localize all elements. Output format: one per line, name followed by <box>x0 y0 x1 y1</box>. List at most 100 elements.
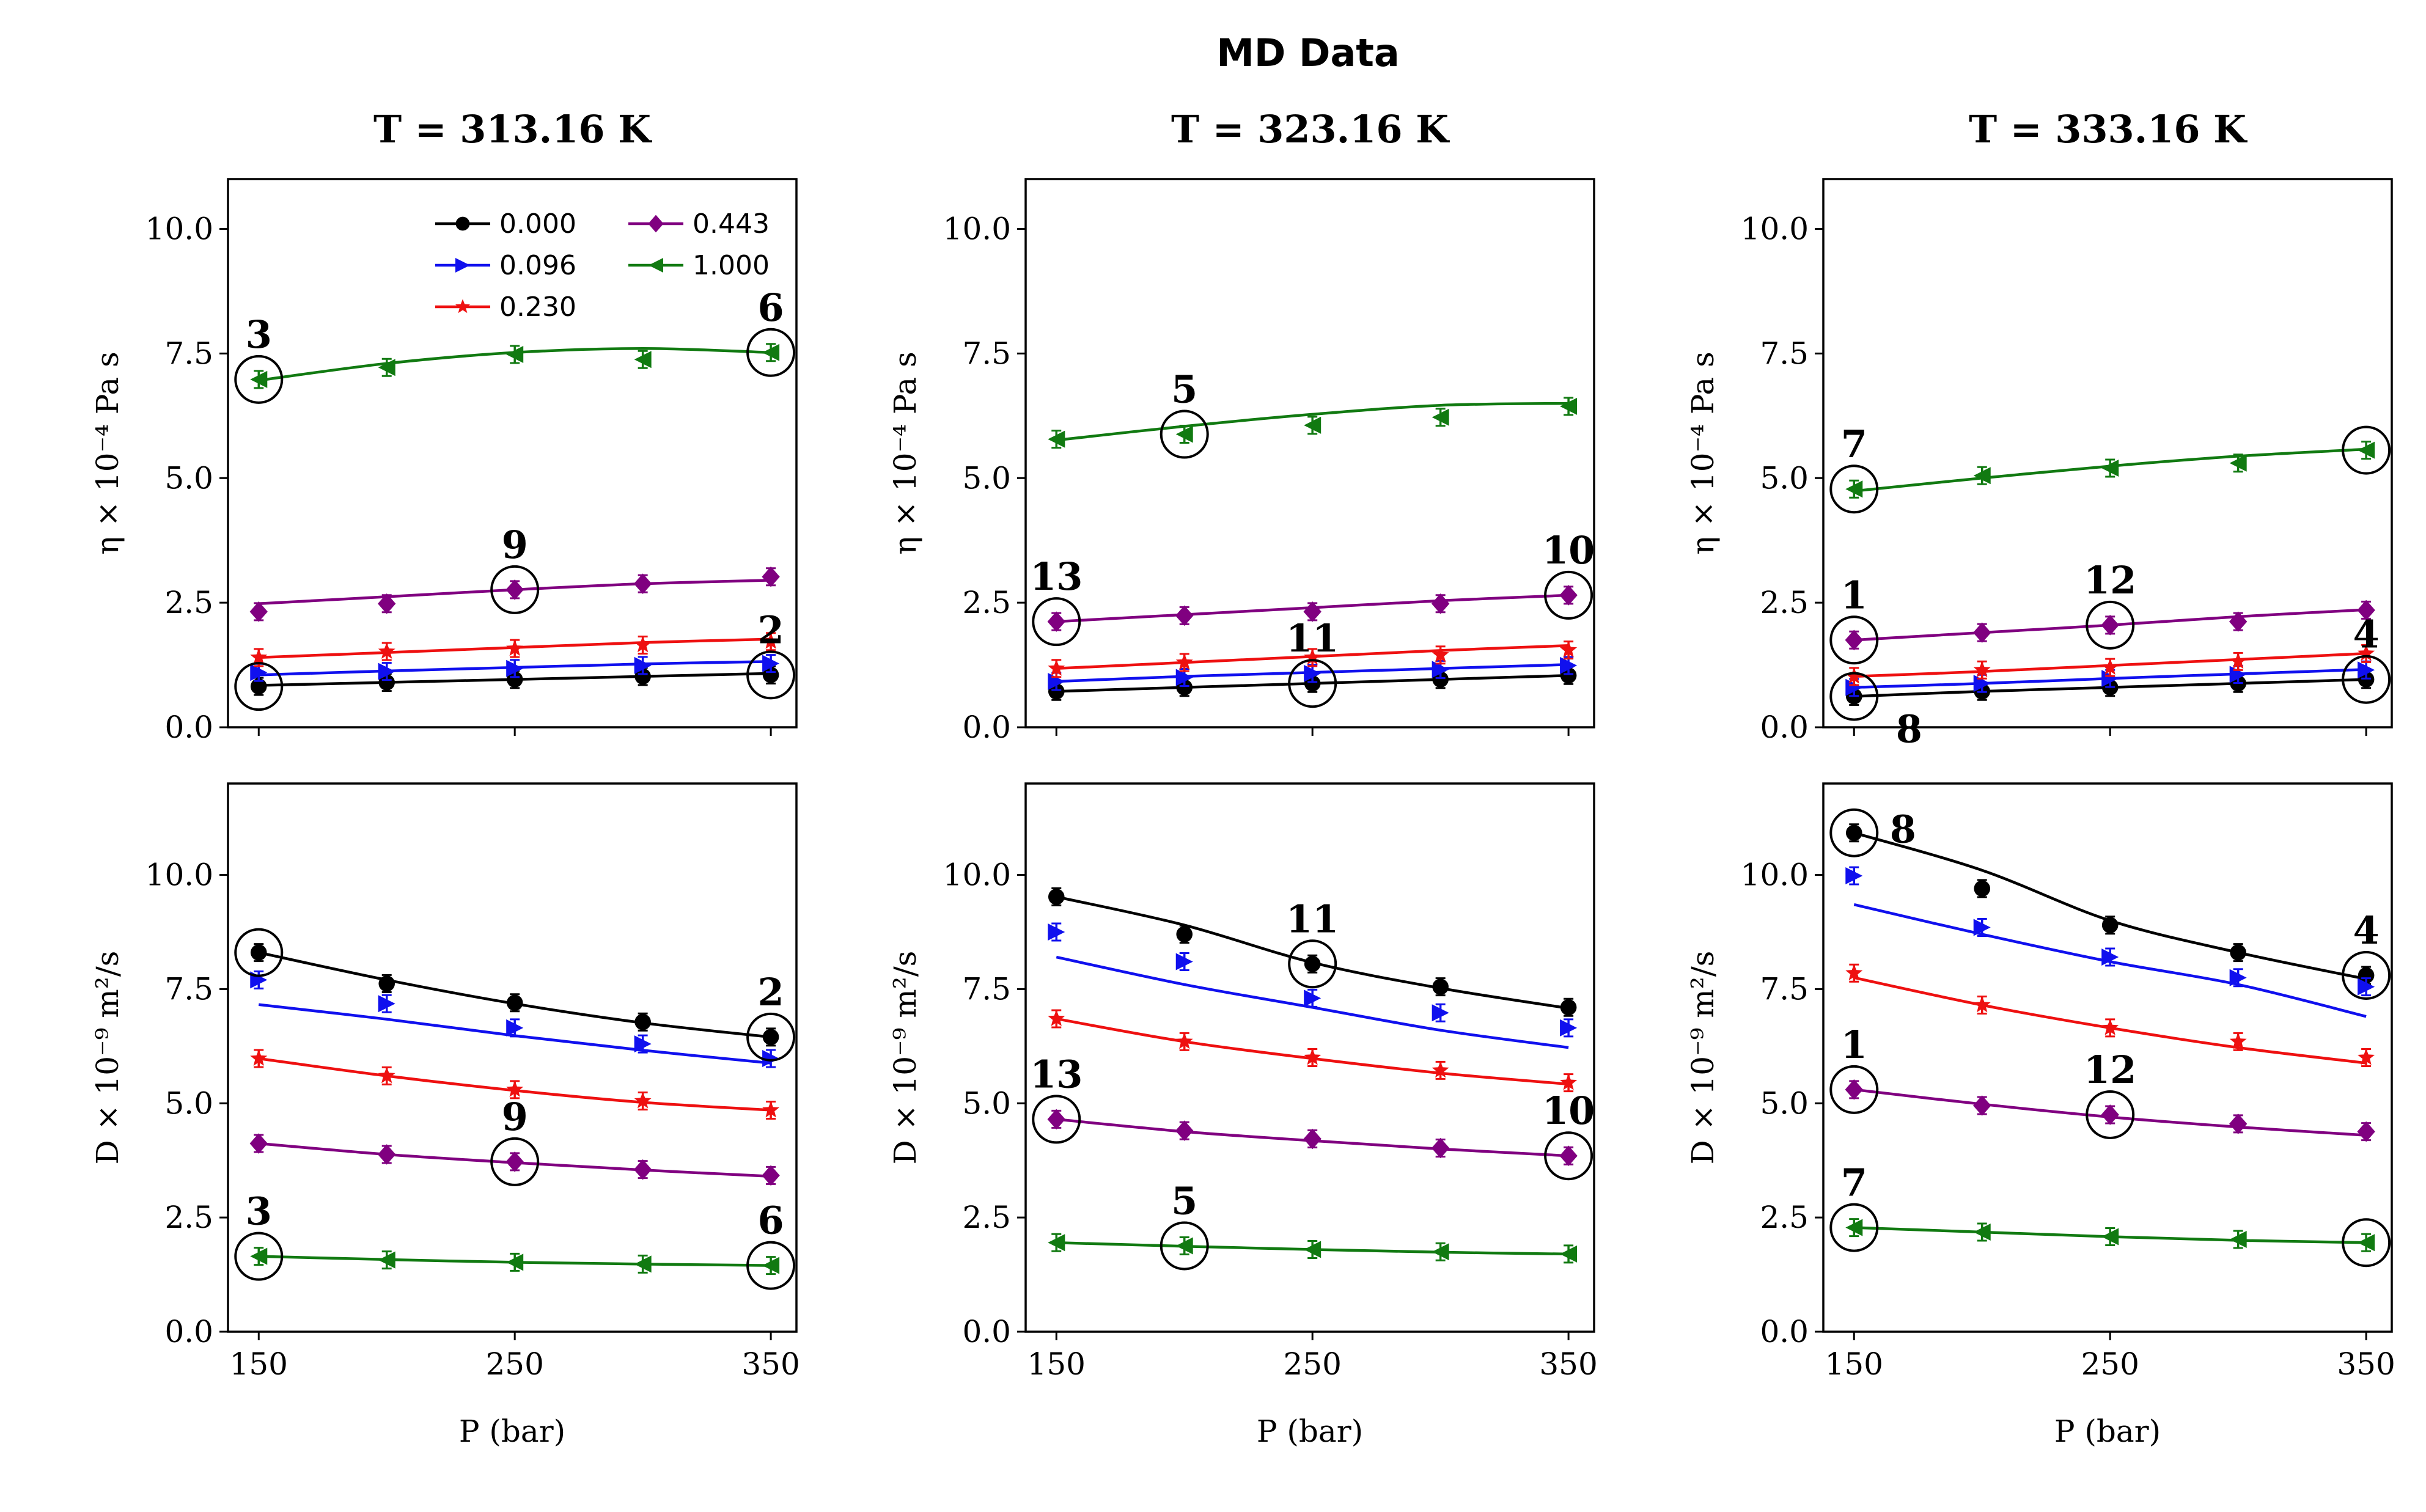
data-point <box>506 346 524 364</box>
data-point <box>2357 1121 2375 1142</box>
data-point <box>1973 467 1991 485</box>
highlight-circle <box>2086 600 2135 650</box>
y-tick-label: 5.0 <box>164 1085 213 1121</box>
highlight-circle <box>2342 655 2391 704</box>
annotation-label: 8 <box>1890 807 1916 852</box>
panel-d-333: 0.0 2.5 5.0 7.5 10.0 150 250 350 D × 10⁻⁹ m²/s P … <box>1685 782 2395 1449</box>
annotation-label: 6 <box>758 1198 784 1243</box>
highlight-circle <box>234 1231 284 1281</box>
series-0-443 <box>249 566 780 622</box>
data-point <box>378 1066 395 1084</box>
data-point <box>378 662 395 680</box>
data-point <box>1560 640 1578 658</box>
series-1-000 <box>1048 1233 1578 1264</box>
panel-eta-333: 0.0 2.5 5.0 7.5 10.0 η × 10⁻⁴ Pa s T = 333.16 … <box>1685 107 2393 751</box>
x-axis-label: P (bar) <box>1257 1414 1363 1449</box>
highlight-circle <box>1160 1221 1209 1271</box>
data-point <box>1047 611 1065 632</box>
data-point <box>2358 1234 2375 1252</box>
panels: 0.02.55.07.510.0η × 10⁻⁴ Pa sT = 313.16 … <box>90 107 2395 1449</box>
y-tick-label: 10.0 <box>1741 857 1809 893</box>
annotation-label: 3 <box>246 1189 272 1234</box>
data-point <box>1560 1019 1578 1037</box>
series-0-443 <box>1845 1079 2375 1142</box>
y-tick-label: 5.0 <box>962 460 1011 496</box>
series-0-000 <box>1048 887 1577 1017</box>
highlight-circle <box>746 1012 796 1062</box>
highlight-circle <box>1288 659 1337 708</box>
data-point <box>1304 1048 1321 1065</box>
highlight-circle <box>2342 1218 2391 1268</box>
data-point <box>2358 1048 2375 1065</box>
annotation-label: 13 <box>1030 1052 1083 1096</box>
data-point <box>1559 1145 1578 1167</box>
data-point <box>762 1029 779 1046</box>
annotation-label: 7 <box>1841 1161 1867 1205</box>
data-point <box>2229 652 2247 669</box>
y-tick-label: 2.5 <box>164 1200 213 1235</box>
x-tick-label: 150 <box>1825 1346 1883 1382</box>
data-point <box>1560 999 1577 1016</box>
y-tick-label: 2.5 <box>164 585 213 620</box>
data-point <box>378 359 395 376</box>
highlight-circle <box>2342 950 2391 1000</box>
series-0-000 <box>1845 823 2375 985</box>
x-tick-label: 350 <box>2337 1346 2395 1382</box>
data-point <box>1560 1245 1578 1263</box>
series-0-230 <box>250 1049 780 1120</box>
data-point <box>1048 430 1065 448</box>
data-point <box>634 1013 651 1030</box>
data-point <box>1175 669 1193 686</box>
legend-marker <box>455 299 470 314</box>
legend-label: 0.096 <box>499 250 576 281</box>
data-point <box>1432 646 1449 662</box>
data-point <box>762 1165 780 1186</box>
legend-label: 0.000 <box>499 208 576 240</box>
y-tick-label: 10.0 <box>145 857 213 893</box>
data-point <box>1845 964 1863 981</box>
data-point <box>250 1049 268 1066</box>
y-tick-label: 2.5 <box>962 1200 1011 1235</box>
legend-marker <box>648 215 664 233</box>
annotation-label: 3 <box>246 312 272 357</box>
annotation-label: 12 <box>2084 1048 2136 1092</box>
data-point <box>2101 658 2119 675</box>
data-point <box>1176 926 1193 942</box>
data-point <box>1304 989 1321 1007</box>
data-point <box>1175 605 1194 626</box>
x-tick-label: 250 <box>2081 1346 2139 1382</box>
annotation-label: 6 <box>758 285 784 330</box>
data-point <box>249 601 268 622</box>
legend-marker <box>455 258 470 273</box>
data-point <box>1432 1243 1449 1261</box>
annotation-label: 5 <box>1171 367 1197 412</box>
annotation-label: 12 <box>2084 558 2136 603</box>
data-point <box>762 1101 780 1118</box>
highlight-circle <box>746 328 796 377</box>
highlight-circle <box>1160 409 1209 459</box>
data-point <box>250 678 267 695</box>
annotation-label: 10 <box>1542 528 1595 573</box>
plot-frame <box>1024 178 1595 728</box>
data-point <box>1175 425 1193 443</box>
plot-frame <box>1822 782 2393 1333</box>
data-point <box>2229 1114 2248 1134</box>
data-point <box>506 994 523 1011</box>
data-point <box>1973 1224 1991 1241</box>
data-point <box>1845 1079 1863 1100</box>
data-point <box>250 370 268 388</box>
legend-label: 0.230 <box>499 292 576 323</box>
y-tick-label: 7.5 <box>962 336 1011 371</box>
series-1-000 <box>1048 397 1578 449</box>
y-tick-label: 5.0 <box>1760 1085 1809 1121</box>
highlight-circle <box>1829 672 1879 721</box>
y-tick-label: 7.5 <box>962 971 1011 1007</box>
y-tick-label: 2.5 <box>1760 1200 1809 1235</box>
plot-frame <box>227 782 798 1333</box>
annotation-label: 4 <box>2353 908 2380 953</box>
data-point <box>762 655 780 672</box>
data-point <box>2358 661 2375 679</box>
series-0-096 <box>250 654 780 682</box>
panel-eta-323: 0.0 2.5 5.0 7.5 10.0 η × 10⁻⁴ Pa s T = 323.16 … <box>888 107 1595 745</box>
